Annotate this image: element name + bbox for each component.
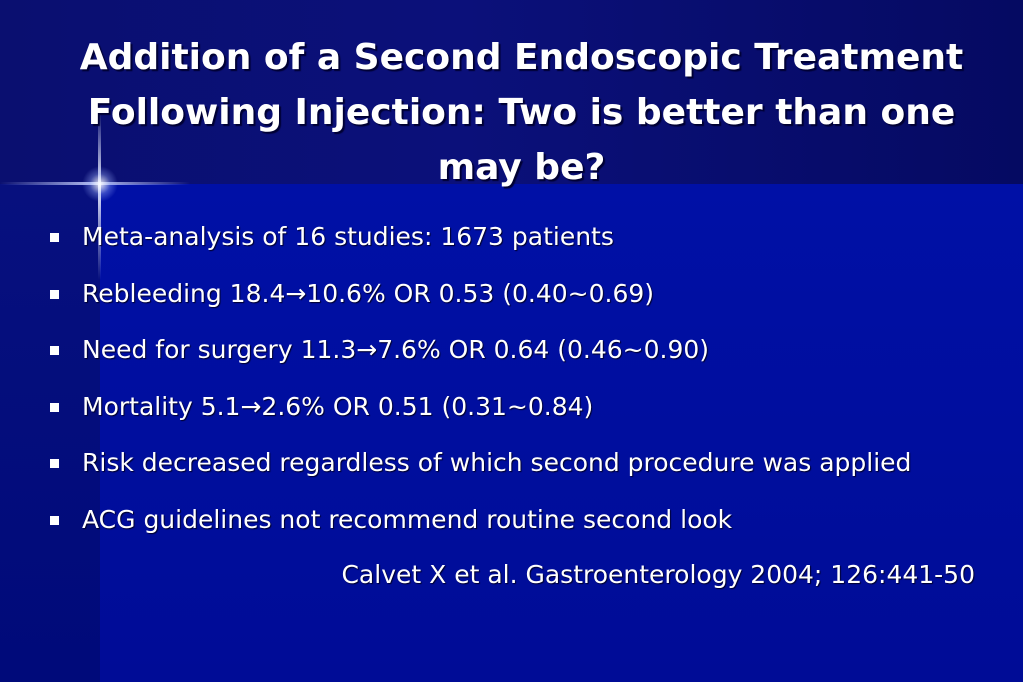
bullet-text: Rebleeding 18.4→10.6% OR 0.53 (0.40~0.69… bbox=[82, 278, 655, 308]
square-bullet-icon bbox=[50, 459, 59, 468]
title-band-background bbox=[0, 0, 1023, 184]
bullet-text: Meta-analysis of 16 studies: 1673 patien… bbox=[82, 222, 614, 251]
sparkle-star-icon bbox=[82, 166, 118, 202]
bullet-item: Meta-analysis of 16 studies: 1673 patien… bbox=[48, 218, 1008, 275]
bullet-item: ACG guidelines not recommend routine sec… bbox=[48, 501, 1008, 558]
bullet-item: Need for surgery 11.3→7.6% OR 0.64 (0.46… bbox=[48, 331, 1008, 388]
bullet-text: ACG guidelines not recommend routine sec… bbox=[82, 504, 733, 534]
content-background bbox=[100, 184, 1023, 682]
bullet-text: Mortality 5.1→2.6% OR 0.51 (0.31~0.84) bbox=[82, 391, 594, 421]
bullet-list: Meta-analysis of 16 studies: 1673 patien… bbox=[48, 218, 1008, 557]
left-band-background bbox=[0, 184, 100, 682]
square-bullet-icon bbox=[50, 515, 59, 525]
bullet-item: Rebleeding 18.4→10.6% OR 0.53 (0.40~0.69… bbox=[48, 275, 1008, 332]
bullet-text: Risk decreased regardless of which secon… bbox=[82, 448, 912, 477]
square-bullet-icon bbox=[50, 402, 59, 412]
slide-title: Addition of a Second Endoscopic Treatmen… bbox=[79, 37, 964, 188]
citation: Calvet X et al. Gastroenterology 2004; 1… bbox=[341, 560, 975, 589]
bullet-item: Mortality 5.1→2.6% OR 0.51 (0.31~0.84) bbox=[48, 388, 1008, 445]
square-bullet-icon bbox=[50, 289, 59, 299]
square-bullet-icon bbox=[50, 233, 59, 242]
bullet-item: Risk decreased regardless of which secon… bbox=[48, 444, 1008, 501]
square-bullet-icon bbox=[50, 346, 59, 355]
bullet-text: Need for surgery 11.3→7.6% OR 0.64 (0.46… bbox=[82, 335, 710, 364]
